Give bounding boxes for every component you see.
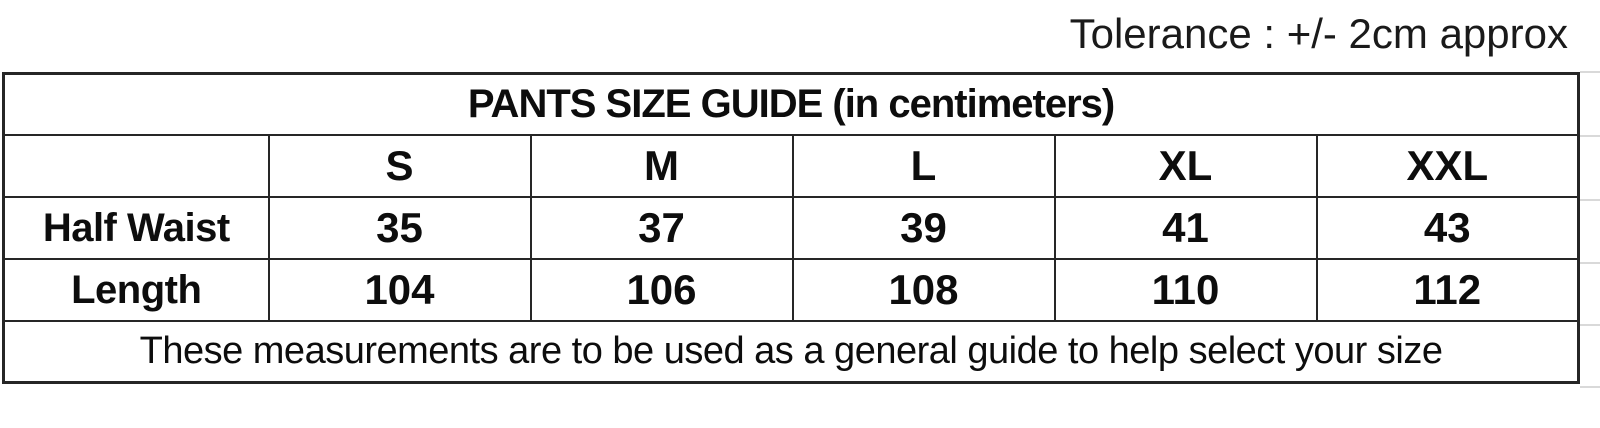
gridline-stub — [1580, 386, 1600, 388]
cell-half-waist-xl: 41 — [1053, 196, 1318, 260]
row-label-length: Length — [2, 258, 270, 322]
gridline-stub — [1580, 199, 1600, 201]
table-header-row: S M L XL XXL — [2, 134, 1580, 198]
header-empty-cell — [2, 134, 270, 198]
gridline-stub — [1580, 71, 1600, 73]
cell-length-s: 104 — [267, 258, 532, 322]
gridline-stub — [1580, 324, 1600, 326]
cell-length-xl: 110 — [1053, 258, 1318, 322]
tolerance-note: Tolerance : +/- 2cm approx — [1069, 10, 1568, 57]
header-size-m: M — [529, 134, 794, 198]
cell-length-l: 108 — [791, 258, 1056, 322]
header-size-s: S — [267, 134, 532, 198]
header-size-l: L — [791, 134, 1056, 198]
table-title: PANTS SIZE GUIDE (in centimeters) — [2, 72, 1580, 136]
table-row-length: Length 104 106 108 110 112 — [2, 258, 1580, 322]
gridline-stub — [1580, 135, 1600, 137]
header-size-xl: XL — [1053, 134, 1318, 198]
header-size-xxl: XXL — [1315, 134, 1580, 198]
table-title-row: PANTS SIZE GUIDE (in centimeters) — [2, 72, 1580, 136]
gridline-stub — [1580, 262, 1600, 264]
row-label-half-waist: Half Waist — [2, 196, 270, 260]
cell-half-waist-l: 39 — [791, 196, 1056, 260]
cell-half-waist-xxl: 43 — [1315, 196, 1580, 260]
cell-half-waist-m: 37 — [529, 196, 794, 260]
pants-size-guide-table: PANTS SIZE GUIDE (in centimeters) S M L … — [2, 72, 1581, 384]
table-footnote: These measurements are to be used as a g… — [2, 320, 1580, 384]
table-row-half-waist: Half Waist 35 37 39 41 43 — [2, 196, 1580, 260]
table-footnote-row: These measurements are to be used as a g… — [2, 320, 1580, 384]
cell-length-xxl: 112 — [1315, 258, 1580, 322]
cell-length-m: 106 — [529, 258, 794, 322]
cell-half-waist-s: 35 — [267, 196, 532, 260]
